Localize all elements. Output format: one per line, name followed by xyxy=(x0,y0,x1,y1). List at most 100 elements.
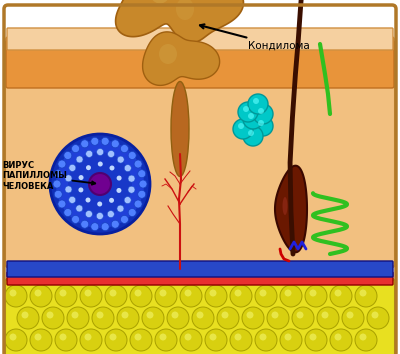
Circle shape xyxy=(111,220,119,228)
Circle shape xyxy=(146,312,154,319)
Circle shape xyxy=(155,329,177,351)
Circle shape xyxy=(58,160,66,168)
Circle shape xyxy=(128,152,136,160)
Circle shape xyxy=(34,290,42,297)
Text: Кондилома: Кондилома xyxy=(200,24,310,51)
Circle shape xyxy=(134,200,142,208)
Circle shape xyxy=(243,126,263,146)
Circle shape xyxy=(122,312,128,319)
Circle shape xyxy=(110,165,114,171)
Circle shape xyxy=(54,170,62,178)
Circle shape xyxy=(117,307,139,329)
Circle shape xyxy=(124,196,131,204)
Circle shape xyxy=(120,145,128,153)
Circle shape xyxy=(69,164,76,171)
Circle shape xyxy=(310,290,316,297)
Circle shape xyxy=(101,137,109,145)
Ellipse shape xyxy=(148,0,172,4)
Circle shape xyxy=(72,215,80,223)
Circle shape xyxy=(101,223,109,231)
Circle shape xyxy=(34,333,42,341)
Circle shape xyxy=(246,312,254,319)
Circle shape xyxy=(10,333,16,341)
Circle shape xyxy=(255,329,277,351)
Circle shape xyxy=(210,333,216,341)
Circle shape xyxy=(110,290,116,297)
Circle shape xyxy=(64,152,72,160)
Circle shape xyxy=(84,290,92,297)
Circle shape xyxy=(280,329,302,351)
Circle shape xyxy=(46,312,54,319)
Circle shape xyxy=(30,285,52,307)
Circle shape xyxy=(130,285,152,307)
Circle shape xyxy=(330,329,352,351)
Circle shape xyxy=(242,307,264,329)
Circle shape xyxy=(128,186,135,193)
Circle shape xyxy=(86,211,92,217)
Circle shape xyxy=(96,212,103,219)
Circle shape xyxy=(116,188,122,193)
Circle shape xyxy=(267,307,289,329)
Circle shape xyxy=(360,290,366,297)
Ellipse shape xyxy=(176,0,194,20)
FancyBboxPatch shape xyxy=(5,41,395,267)
Circle shape xyxy=(310,333,316,341)
Circle shape xyxy=(172,312,178,319)
Circle shape xyxy=(5,285,27,307)
Circle shape xyxy=(234,290,242,297)
FancyBboxPatch shape xyxy=(6,37,394,88)
Circle shape xyxy=(184,290,192,297)
Circle shape xyxy=(238,123,244,129)
Circle shape xyxy=(233,119,253,139)
Circle shape xyxy=(346,312,354,319)
Circle shape xyxy=(91,137,99,145)
Circle shape xyxy=(107,211,114,218)
Circle shape xyxy=(258,120,264,126)
Polygon shape xyxy=(116,0,244,43)
Circle shape xyxy=(258,108,264,114)
Circle shape xyxy=(272,312,278,319)
Circle shape xyxy=(65,186,72,193)
Circle shape xyxy=(355,329,377,351)
Circle shape xyxy=(69,196,76,204)
Circle shape xyxy=(255,285,277,307)
Circle shape xyxy=(30,329,52,351)
Circle shape xyxy=(205,329,227,351)
Circle shape xyxy=(10,290,16,297)
Circle shape xyxy=(124,165,131,172)
Circle shape xyxy=(248,94,268,114)
Circle shape xyxy=(65,175,72,182)
Circle shape xyxy=(260,290,266,297)
Circle shape xyxy=(260,333,266,341)
Text: ВИРУС
ПАПИЛЛОМЫ
ЧЕЛОВЕКА: ВИРУС ПАПИЛЛОМЫ ЧЕЛОВЕКА xyxy=(2,161,95,191)
Circle shape xyxy=(355,285,377,307)
Circle shape xyxy=(64,209,72,217)
Circle shape xyxy=(86,198,90,202)
Circle shape xyxy=(117,156,124,163)
Circle shape xyxy=(98,161,103,166)
Circle shape xyxy=(72,145,80,153)
Ellipse shape xyxy=(159,44,177,64)
Circle shape xyxy=(284,333,292,341)
Circle shape xyxy=(238,102,258,122)
Circle shape xyxy=(134,333,142,341)
Circle shape xyxy=(210,290,216,297)
Circle shape xyxy=(117,205,124,212)
FancyBboxPatch shape xyxy=(7,261,393,277)
Circle shape xyxy=(142,307,164,329)
Circle shape xyxy=(139,180,147,188)
Circle shape xyxy=(76,205,83,212)
Circle shape xyxy=(234,333,242,341)
Circle shape xyxy=(196,312,204,319)
Circle shape xyxy=(292,307,314,329)
FancyBboxPatch shape xyxy=(5,279,395,354)
Circle shape xyxy=(76,156,83,163)
Circle shape xyxy=(56,140,144,228)
Circle shape xyxy=(334,333,342,341)
Circle shape xyxy=(217,307,239,329)
Circle shape xyxy=(84,333,92,341)
Circle shape xyxy=(138,190,146,198)
Circle shape xyxy=(110,333,116,341)
Circle shape xyxy=(134,160,142,168)
Circle shape xyxy=(80,285,102,307)
